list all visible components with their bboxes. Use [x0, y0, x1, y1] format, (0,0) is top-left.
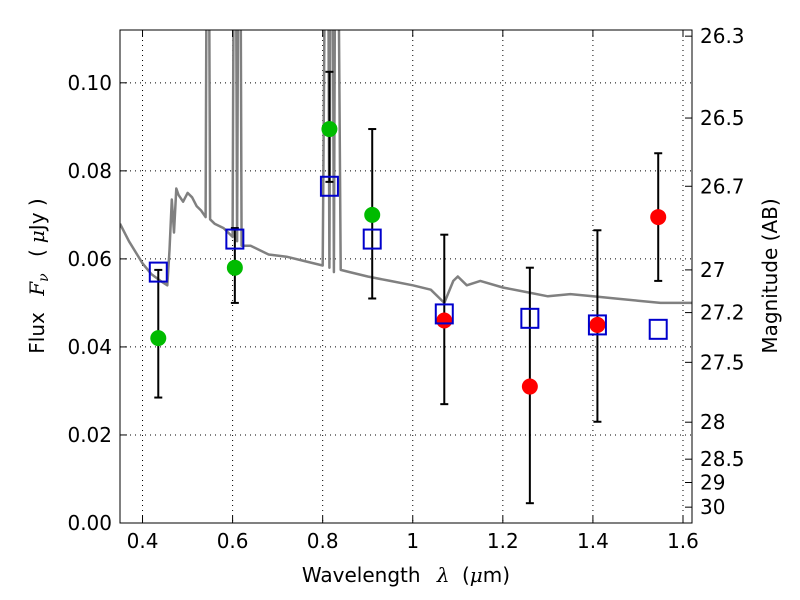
- plot-frame: [119, 29, 693, 524]
- y-axis-title: Flux Fν ( μJy ): [25, 198, 53, 353]
- y-tick-label: 0.06: [67, 247, 112, 271]
- y2-tick-label: 27.2: [700, 301, 745, 325]
- y-tick-label: 0.02: [67, 423, 112, 447]
- model-point: [319, 175, 339, 197]
- y2-tick-label: 29: [700, 471, 725, 495]
- y2-tick-label: 28: [700, 410, 725, 434]
- data-point: [150, 330, 167, 347]
- model-point: [587, 314, 607, 336]
- x-axis-label-text: Wavelength: [302, 563, 421, 587]
- model-point: [648, 318, 668, 340]
- data-point: [226, 259, 243, 276]
- y-tick-label: 0.10: [67, 71, 112, 95]
- data-point: [650, 209, 667, 226]
- y2-tick-label: 30: [700, 495, 725, 519]
- x-axis-title: Wavelength λ (μm): [302, 563, 510, 587]
- x-tick-label: 0.4: [127, 529, 159, 553]
- data-point: [589, 316, 606, 333]
- y-axis-unit-mu: μ: [25, 230, 49, 243]
- x-tick-label: 1.2: [487, 529, 519, 553]
- data-point: [321, 121, 338, 138]
- y2-tick-label: 28.5: [700, 447, 745, 471]
- x-axis-unit-open: (: [462, 563, 470, 587]
- model-point: [362, 228, 382, 250]
- data-points: [148, 121, 668, 395]
- model-point: [434, 303, 454, 325]
- y2-axis-title: Magnitude (AB): [758, 198, 782, 353]
- y-axis-unit-open: (: [25, 249, 49, 257]
- y-axis-label-text: Flux: [25, 312, 49, 354]
- plot-content: [120, 30, 692, 305]
- x-tick-label: 1.4: [577, 529, 609, 553]
- axis-ticks: 0.4 0.6 0.8 1 1.2 1.4 1.6 0.00 0.02 0.04 0.06 0.08 0…: [67, 24, 744, 553]
- model-point: [520, 307, 540, 329]
- y2-tick-label: 26.5: [700, 106, 745, 130]
- y-tick-label: 0.04: [67, 335, 112, 359]
- y2-tick-label: 27.5: [700, 350, 745, 374]
- x-axis-unit-rest: m): [483, 563, 510, 587]
- x-tick-label: 0.8: [307, 529, 339, 553]
- y2-tick-label: 26.3: [700, 24, 745, 48]
- model-sed-line: [120, 30, 692, 305]
- model-point: [148, 261, 168, 283]
- x-tick-label: 1: [406, 529, 419, 553]
- data-point: [364, 206, 381, 223]
- data-point: [521, 378, 538, 395]
- y-axis-unit-rest: Jy ): [25, 198, 49, 232]
- y-tick-label: 0.00: [67, 511, 112, 535]
- y2-tick-label: 27: [700, 258, 725, 282]
- model-point: [225, 228, 245, 250]
- y-tick-label: 0.08: [67, 159, 112, 183]
- x-axis-unit-mu: μ: [470, 563, 483, 587]
- y-axis-flux-symbol: F: [25, 281, 49, 297]
- y-axis-flux-subscript: ν: [36, 273, 52, 282]
- x-axis-lambda-symbol: λ: [436, 563, 450, 587]
- x-tick-label: 0.6: [217, 529, 249, 553]
- data-point: [436, 312, 453, 329]
- x-tick-label: 1.6: [667, 529, 699, 553]
- y2-tick-label: 26.7: [700, 174, 745, 198]
